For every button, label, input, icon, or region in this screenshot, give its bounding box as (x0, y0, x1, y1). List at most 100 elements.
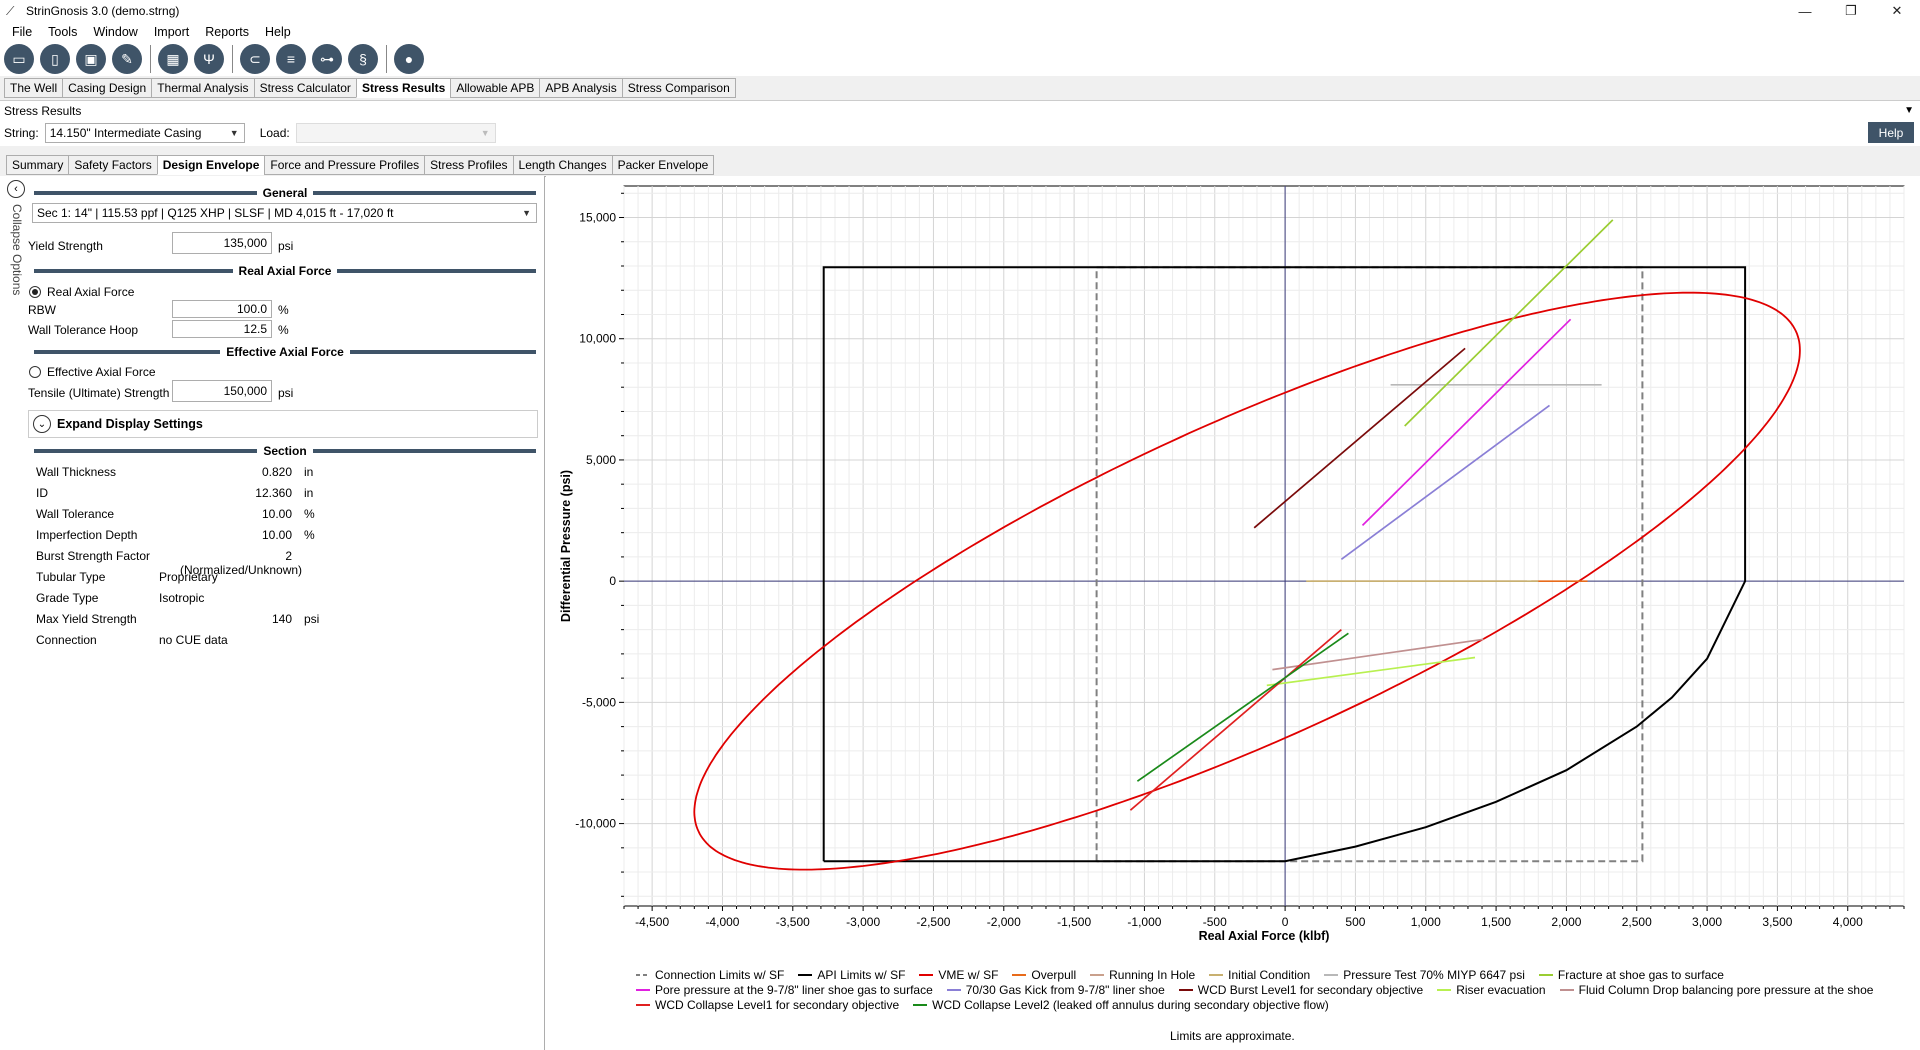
tab-force-pressure-profiles[interactable]: Force and Pressure Profiles (264, 155, 426, 175)
legend-swatch (1324, 973, 1339, 976)
x-tick-label: -3,500 (776, 915, 810, 929)
tools-icon[interactable]: Ψ (194, 44, 224, 74)
tab-summary[interactable]: Summary (6, 155, 70, 175)
collapse-options-label: Collapse Options (10, 204, 24, 296)
series-pore-pressure-at-the-9-7-8-liner-shoe-gas-to-surface (1361, 318, 1572, 527)
maximize-button[interactable]: ❐ (1845, 3, 1857, 18)
series-fluid-column-drop-balancing-pore-pressure-at-the-shoe (1272, 638, 1484, 671)
x-tick-label: 2,000 (1551, 915, 1581, 929)
tab-safety-factors[interactable]: Safety Factors (68, 155, 158, 175)
section-prop-label: Connection (36, 633, 97, 647)
legend-label: Fracture at shoe gas to surface (1557, 967, 1724, 982)
legend-item: Riser evacuation (1437, 983, 1546, 997)
general-header-label: General (262, 186, 308, 200)
section-prop-value: 10.00 (261, 528, 292, 542)
menu-bar: File Tools Window Import Reports Help (0, 22, 1920, 42)
menu-help[interactable]: Help (265, 25, 291, 39)
x-tick-label: -3,000 (846, 915, 880, 929)
panel-menu-chevron-down-icon[interactable]: ▼ (1904, 105, 1914, 116)
menu-reports[interactable]: Reports (205, 25, 250, 39)
collapse-options[interactable]: ‹ Collapse Options (4, 180, 30, 480)
y-tick-label: -5,000 (582, 695, 616, 709)
real-axial-radio-label: Real Axial Force (47, 285, 135, 299)
section-prop-value: 10.00 (261, 507, 292, 521)
menu-tools[interactable]: Tools (48, 25, 78, 39)
tab-thermal-analysis[interactable]: Thermal Analysis (151, 78, 255, 98)
section-prop-unit: % (304, 507, 315, 521)
legend-item: Fracture at shoe gas to surface (1538, 967, 1724, 982)
string-load-row: String: 14.150" Intermediate Casing ▼ Lo… (0, 120, 1920, 146)
legend-item: VME w/ SF (919, 968, 998, 982)
tensile-strength-input[interactable]: 150,000 (172, 380, 272, 402)
close-button[interactable]: ✕ (1891, 3, 1903, 18)
casing-icon[interactable]: ⊂ (240, 44, 270, 74)
section-select-value: Sec 1: 14" | 115.53 ppf | Q125 XHP | SLS… (37, 206, 394, 220)
load-select[interactable]: ▼ (295, 123, 496, 143)
tab-design-envelope[interactable]: Design Envelope (156, 155, 266, 175)
chevron-down-icon: ⌄ (33, 415, 51, 433)
x-tick-label: 2,500 (1622, 915, 1652, 929)
load-label: Load: (259, 126, 290, 140)
y-tick-label: 5,000 (586, 453, 616, 467)
rbw-input[interactable]: 100.0 (172, 300, 272, 318)
menu-import[interactable]: Import (153, 25, 190, 39)
tab-the-well[interactable]: The Well (4, 78, 64, 98)
tab-allowable-apb[interactable]: Allowable APB (450, 78, 541, 98)
legend-row: WCD Collapse Level1 for secondary object… (636, 997, 1906, 1012)
open-file-icon[interactable]: ▭ (4, 44, 34, 74)
effective-axial-header: Effective Axial Force (34, 345, 537, 359)
legend-swatch (1178, 988, 1193, 991)
toolbar: ▭ ▯ ▣ ✎ ▦ Ψ ⊂ ≡ ⊶ § ● (0, 42, 1920, 76)
chevron-down-icon: ▼ (522, 208, 531, 218)
tensile-strength-unit: psi (278, 386, 294, 400)
section-prop-value: no CUE data (159, 633, 228, 647)
legend-swatch (946, 988, 961, 991)
legend-item: Running In Hole (1090, 968, 1195, 982)
real-axial-radio[interactable] (29, 286, 41, 298)
menu-file[interactable]: File (12, 25, 33, 39)
tab-stress-profiles[interactable]: Stress Profiles (424, 155, 514, 175)
effective-axial-radio[interactable] (29, 366, 41, 378)
y-axis-label: Differential Pressure (psi) (559, 470, 573, 622)
help-button[interactable]: Help (1868, 122, 1914, 143)
tab-stress-calculator[interactable]: Stress Calculator (253, 78, 357, 98)
tab-stress-comparison[interactable]: Stress Comparison (621, 78, 736, 98)
section-prop-unit: in (304, 486, 314, 500)
edit-icon[interactable]: ✎ (112, 44, 142, 74)
menu-window[interactable]: Window (93, 25, 138, 39)
title-bar: ⟋ StrinGnosis 3.0 (demo.strng) — ❐ ✕ (0, 0, 1920, 22)
minimize-button[interactable]: — (1798, 3, 1812, 19)
legend-swatch (1559, 988, 1574, 991)
x-tick-label: -4,000 (705, 915, 739, 929)
tab-apb-analysis[interactable]: APB Analysis (539, 78, 623, 98)
legend-label: Pore pressure at the 9-7/8" liner shoe g… (655, 982, 933, 997)
save-icon[interactable]: ▣ (76, 44, 106, 74)
legend-swatch (636, 973, 650, 976)
tab-stress-results[interactable]: Stress Results (355, 78, 452, 98)
legend-swatch (919, 973, 934, 976)
connection-icon[interactable]: ⊶ (312, 44, 342, 74)
wall-tolerance-hoop-input[interactable]: 12.5 (172, 320, 272, 338)
x-tick-label: -4,500 (635, 915, 669, 929)
legend-label: VME w/ SF (938, 967, 999, 982)
stack-icon[interactable]: ≡ (276, 44, 306, 74)
legend-label: Overpull (1031, 967, 1077, 982)
section-select[interactable]: Sec 1: 14" | 115.53 ppf | Q125 XHP | SLS… (32, 203, 537, 223)
tab-casing-design[interactable]: Casing Design (62, 78, 153, 98)
chart-svg: -4,500 -4,000 -3,500 -3,000 -2,500 -2,000 -1,5… (559, 185, 1905, 943)
expand-display-settings[interactable]: ⌄ Expand Display Settings (28, 410, 538, 438)
x-tick-label: 1,000 (1411, 915, 1441, 929)
new-file-icon[interactable]: ▯ (40, 44, 70, 74)
chevron-left-icon[interactable]: ‹ (7, 180, 25, 198)
tab-packer-envelope[interactable]: Packer Envelope (611, 155, 715, 175)
tab-length-changes[interactable]: Length Changes (512, 155, 613, 175)
x-tick-label: -2,500 (916, 915, 950, 929)
section-prop-label: Max Yield Strength (36, 612, 137, 626)
string-select[interactable]: 14.150" Intermediate Casing ▼ (44, 123, 245, 143)
coil-icon[interactable]: § (348, 44, 378, 74)
droplet-icon[interactable]: ● (394, 44, 424, 74)
yield-strength-input[interactable]: 135,000 (172, 232, 272, 254)
legend-item: Pore pressure at the 9-7/8" liner shoe g… (636, 983, 933, 997)
x-tick-label: -500 (1203, 915, 1227, 929)
calculator-icon[interactable]: ▦ (158, 44, 188, 74)
